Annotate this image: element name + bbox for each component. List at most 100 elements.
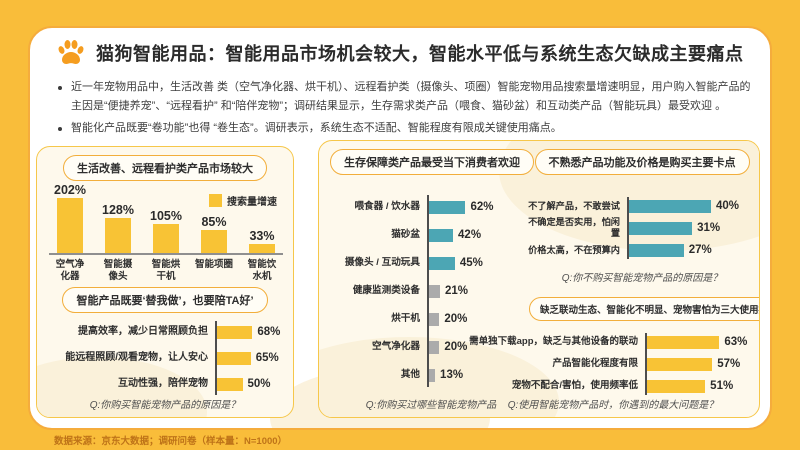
popular-products-bar-chart: 喂食器 / 饮水器 62% 猫砂盆 42% 摄像头 / 互动玩具 45% 健康监测类设备 21… xyxy=(331,193,591,389)
chart-title-wrap: 生存保障类产品最受当下消费者欢迎 xyxy=(327,149,537,175)
bar-label: 猫砂盆 xyxy=(391,229,420,241)
bar-row: 产品智能化程度有限 57% xyxy=(469,353,757,375)
legend: 搜索量增速 xyxy=(209,193,277,208)
bar-label: 智能饮 水机 xyxy=(247,259,277,283)
bar xyxy=(153,224,179,253)
bar-column: 202% xyxy=(49,183,91,253)
legend-swatch xyxy=(209,194,222,207)
bullet-dot xyxy=(58,126,62,131)
question-footnote: Q:使用智能宠物产品时，你遇到的最大问题是？ xyxy=(507,400,719,411)
bar-value: 202% xyxy=(54,183,86,197)
bar-label: 智能烘 干机 xyxy=(151,259,181,283)
bar-label: 空气净化器 xyxy=(372,341,420,353)
bar xyxy=(645,379,706,393)
bars-area: 202% 128% 105% 85% 33% xyxy=(49,183,283,255)
bar-value: 68% xyxy=(257,326,281,338)
bar-label: 产品智能化程度有限 xyxy=(552,357,638,369)
bullet-text: 近一年宠物用品中，生活改善 类（空气净化器、烘干机）、远程看护类（摄像头、项圈）… xyxy=(71,81,751,113)
header: 猫狗智能用品：智能用品市场机会较大，智能水平低与系统生态欠缺成主要痛点 xyxy=(56,38,744,68)
bar-value: 62% xyxy=(470,201,494,213)
bar-label: 其他 xyxy=(400,369,420,381)
bar xyxy=(627,199,711,213)
chart-title-pill: 生存保障类产品最受当下消费者欢迎 xyxy=(330,149,534,175)
bar-row: 不了解产品，不敢尝试 40% xyxy=(525,195,755,217)
bar-value: 45% xyxy=(459,257,483,269)
bar-row: 互动性强，陪伴宠物 50% xyxy=(47,371,287,397)
bar xyxy=(627,221,693,235)
bar xyxy=(215,377,243,391)
bar-label: 空气净 化器 xyxy=(55,259,85,283)
chart-title-wrap: 不熟悉产品功能及价格是购买主要卡点 xyxy=(531,149,753,175)
bullet-dot xyxy=(58,86,62,90)
bar-label: 智能摄 像头 xyxy=(103,259,133,283)
bar-label: 提高效率，减少日常照顾负担 xyxy=(78,326,208,338)
bar xyxy=(427,284,441,298)
paw-icon xyxy=(58,40,84,65)
bar-value: 21% xyxy=(445,285,469,297)
purchase-reason-bar-chart: 提高效率，减少日常照顾负担 68% 能远程照顾/观看宠物，让人安心 65% 互动性强，陪… xyxy=(47,319,287,397)
bar xyxy=(57,198,83,253)
chart-title-pill: 缺乏联动生态、智能化不明显、宠物害怕为三大使用痛点 xyxy=(529,297,759,321)
bar-row: 健康监测类设备 21% xyxy=(331,277,591,305)
chart-title-pill: 不熟悉产品功能及价格是购买主要卡点 xyxy=(534,149,750,175)
chart-title-pill: 智能产品既要‘替我做’，也要陪TA好’ xyxy=(62,287,268,313)
search-growth-bar-chart: 202% 128% 105% 85% 33% 空气净 化器 智能摄 像头 智能烘 干机 智能项圈… xyxy=(49,183,283,284)
bar-row: 不确定是否实用，怕闲置 31% xyxy=(525,217,755,239)
bar-value: 50% xyxy=(247,378,271,390)
bar-row: 摄像头 / 互动玩具 45% xyxy=(331,249,591,277)
bar-row: 能远程照顾/观看宠物，让人安心 65% xyxy=(47,345,287,371)
bar-label: 互动性强，陪伴宠物 xyxy=(118,378,208,390)
bar-value: 63% xyxy=(724,336,748,348)
bar-value: 20% xyxy=(444,341,468,353)
bar-label: 不确定是否实用，怕闲置 xyxy=(528,217,620,238)
bar-row: 其他 13% xyxy=(331,361,591,389)
bar-value: 42% xyxy=(458,229,482,241)
bar-label: 不了解产品，不敢尝试 xyxy=(528,200,620,211)
bar-row: 提高效率，减少日常照顾负担 68% xyxy=(47,319,287,345)
bar-value: 51% xyxy=(710,380,734,392)
bar-label: 烘干机 xyxy=(391,313,420,325)
question-footnote: Q:你不购买智能宠物产品的原因是？ xyxy=(561,273,723,284)
bar-row: 需单独下载app，缺乏与其他设备的联动 63% xyxy=(469,331,757,353)
bar-label: 能远程照顾/观看宠物，让人安心 xyxy=(65,352,208,364)
bar-value: 20% xyxy=(444,313,468,325)
bar-value: 105% xyxy=(150,209,182,223)
bar xyxy=(201,230,227,253)
bar xyxy=(427,200,466,214)
panel-consumer-survey: 生存保障类产品最受当下消费者欢迎 喂食器 / 饮水器 62% 猫砂盆 42% 摄像头 /… xyxy=(318,140,760,418)
bar-row: 猫砂盆 42% xyxy=(331,221,591,249)
bar-value: 33% xyxy=(249,229,275,243)
bullet-item: 近一年宠物用品中，生活改善 类（空气净化器、烘干机）、远程看护类（摄像头、项圈）… xyxy=(58,78,758,117)
bar xyxy=(427,312,440,326)
bar-label: 宠物不配合/害怕，使用频率低 xyxy=(511,379,638,391)
bar-row: 空气净化器 20% xyxy=(331,333,591,361)
bar-value: 13% xyxy=(440,369,464,381)
bar xyxy=(627,243,684,257)
bar-column: 128% xyxy=(97,183,139,253)
legend-label: 搜索量增速 xyxy=(227,197,277,208)
bar xyxy=(105,218,131,253)
chart-title-wrap: 生活改善、远程看护类产品市场较大 xyxy=(37,155,293,181)
panel-market-growth: 生活改善、远程看护类产品市场较大 搜索量增速 202% 128% 105% 85% 33… xyxy=(36,146,294,418)
bullet-item: 智能化产品既要“卷功能”也得 “卷生态”。调研表示，系统生态不适配、智能程度有限… xyxy=(58,119,758,138)
bullet-text: 智能化产品既要“卷功能”也得 “卷生态”。调研表示，系统生态不适配、智能程度有限… xyxy=(71,121,562,134)
data-source-note: 数据来源：京东大数据；调研问卷（样本量：N=1000） xyxy=(54,436,288,447)
bar-row: 价格太高，不在预算内 27% xyxy=(525,239,755,261)
axis-line xyxy=(627,197,629,259)
bar xyxy=(645,335,720,349)
question-footnote: Q:你购买智能宠物产品的原因是？ xyxy=(89,400,241,411)
summary-bullets: 近一年宠物用品中，生活改善 类（空气净化器、烘干机）、远程看护类（摄像头、项圈）… xyxy=(58,78,758,140)
bar-value: 40% xyxy=(716,200,740,212)
bar-row: 宠物不配合/害怕，使用频率低 51% xyxy=(469,375,757,397)
bar-row: 喂食器 / 饮水器 62% xyxy=(331,193,591,221)
axis-line xyxy=(427,195,429,387)
question-footnote: Q:你购买过哪些智能宠物产品 xyxy=(365,400,497,411)
bar-label: 需单独下载app，缺乏与其他设备的联动 xyxy=(469,335,638,347)
bar xyxy=(427,228,454,242)
chart-title-pill: 生活改善、远程看护类产品市场较大 xyxy=(63,155,267,181)
bar-value: 65% xyxy=(255,352,279,364)
axis-line xyxy=(215,321,217,395)
bar xyxy=(427,368,436,382)
bar-label: 喂食器 / 饮水器 xyxy=(354,201,420,213)
